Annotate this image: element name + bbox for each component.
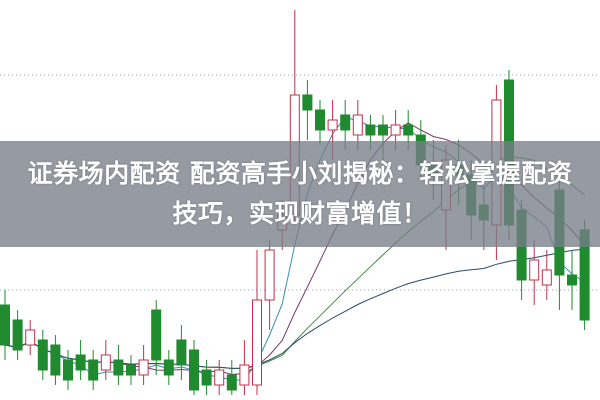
candle <box>176 325 187 380</box>
candle-body <box>239 364 250 386</box>
candle <box>302 80 313 140</box>
candle-body <box>138 359 149 376</box>
candle-body <box>163 359 174 376</box>
candle <box>264 240 275 330</box>
candle <box>567 250 577 310</box>
candle <box>252 250 262 395</box>
candle <box>226 360 237 395</box>
candle-body <box>352 114 363 136</box>
candle-body <box>529 259 540 281</box>
grid-lines <box>0 74 600 291</box>
candle-body <box>88 359 99 381</box>
candle <box>12 310 23 360</box>
candle-body <box>403 124 414 136</box>
candle-body <box>201 369 212 386</box>
candle <box>0 290 10 360</box>
candle-body <box>340 114 351 131</box>
candle <box>113 345 124 385</box>
candle-body <box>63 359 73 381</box>
banner-title-line-2: 技巧，实现财富增值！ <box>172 199 428 228</box>
title-banner: 证券场内配资 配资高手小刘揭秘：轻松掌握配资 技巧，实现财富增值！ <box>0 141 600 247</box>
candle-body <box>541 269 552 286</box>
candle <box>315 100 325 145</box>
candle <box>201 360 212 395</box>
candle <box>189 340 199 395</box>
candle-body <box>176 339 187 366</box>
candle <box>63 350 73 390</box>
candle <box>529 240 540 305</box>
candle-body <box>12 319 23 351</box>
candle-body <box>365 124 376 136</box>
candle-body <box>75 354 86 371</box>
candle <box>25 320 36 355</box>
candle-body <box>0 304 10 346</box>
candle-body <box>50 344 61 376</box>
candle-body <box>37 339 48 371</box>
candle <box>138 345 149 385</box>
candle <box>126 355 136 385</box>
candle-body <box>100 354 111 371</box>
candle <box>214 360 225 395</box>
candle <box>151 300 162 375</box>
moving-average-40 <box>4 248 585 369</box>
candle <box>541 250 552 300</box>
candle-body <box>390 124 401 136</box>
candle-body <box>113 359 124 376</box>
candle <box>239 340 250 395</box>
candle-body <box>151 309 162 361</box>
candle <box>50 335 61 385</box>
candle <box>88 350 99 390</box>
candle <box>100 340 111 380</box>
candle-body <box>214 369 225 386</box>
candle-body <box>25 329 36 346</box>
candle-body <box>252 299 262 386</box>
candle-body <box>226 374 237 391</box>
candle <box>163 350 174 385</box>
candle-body <box>302 94 313 111</box>
candle-body <box>378 124 388 136</box>
candle-body <box>264 249 275 301</box>
candle-body <box>567 274 577 286</box>
banner-title-line-1: 证券场内配资 配资高手小刘揭秘：轻松掌握配资 <box>27 159 573 188</box>
candle-body <box>327 119 338 131</box>
candle-body <box>315 109 325 131</box>
candle-body <box>189 349 199 391</box>
candle-body <box>126 364 136 376</box>
candle <box>37 330 48 380</box>
candle <box>75 340 86 380</box>
